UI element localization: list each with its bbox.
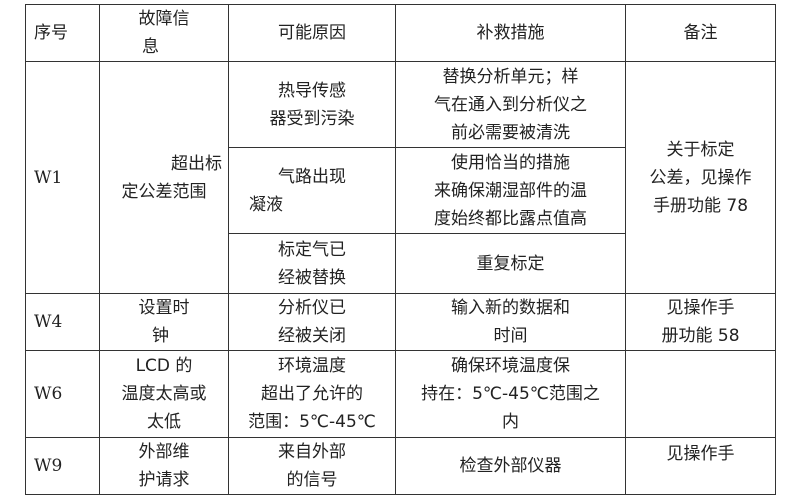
cell-text: 钟: [152, 326, 169, 346]
cell-remedy: 确保环境温度保持在：5℃-45℃范围之内: [395, 350, 626, 438]
cell-text: 范围：5℃-45℃: [248, 412, 376, 432]
cell-text: 确保环境温度保: [451, 356, 570, 376]
cell-note: 关于标定公差，见操作 手册功能 78: [625, 61, 776, 294]
cell-text: 重复标定: [476, 253, 545, 274]
header-remedy: 补救措施: [395, 4, 626, 62]
header-id: 序号: [25, 4, 100, 62]
table-subrow: 标定气已经被替换 重复标定: [26, 233, 776, 294]
cell-text: 气在通入到分析仪之: [434, 94, 587, 115]
cell-text: 见操作手: [666, 444, 735, 464]
cell-id: W6: [25, 350, 100, 438]
header-cause: 可能原因: [228, 4, 396, 62]
cell-text: 外部维: [138, 442, 190, 462]
fault-table: 序号 故障信息 可能原因 补救措施 备注 W1 超出标定公差范围 热导传感器受到…: [25, 4, 776, 495]
cell-cause: 分析仪已 经被关闭: [228, 293, 396, 351]
cell-cause: 来自外部 的信号: [228, 437, 396, 495]
header-text: 可能原因: [278, 23, 346, 43]
cell-note: [625, 350, 776, 438]
cell-text: 温度太高或: [121, 384, 207, 404]
header-note: 备注: [625, 4, 776, 62]
cell-text: 分析仪已: [278, 298, 346, 318]
cell-cause: 热导传感 器受到污染: [228, 61, 396, 148]
cell-text: W1: [34, 167, 63, 188]
cell-text: 环境温度: [278, 356, 346, 376]
header-text: 息: [142, 37, 159, 57]
cell-text: 内: [502, 412, 519, 432]
cell-text: 关于标定: [666, 139, 735, 160]
cell-remedy: 检查外部仪器: [395, 437, 626, 495]
header-text: 序号: [34, 23, 68, 43]
cell-text: 热导传感: [278, 80, 346, 101]
cell-text: 来自外部: [278, 442, 346, 462]
cell-remedy: 替换分析单元；样 气在通入到分析仪之 前必需要被清洗: [395, 61, 626, 148]
cell-text: 手册功能 78: [652, 195, 749, 216]
header-text: 故障信: [138, 9, 190, 29]
cell-text: 经被替换: [278, 267, 346, 288]
cell-text: 持在：5℃-45℃范围之: [421, 384, 600, 404]
cell-remedy: 重复标定: [395, 233, 626, 294]
cell-text: 定公差范围: [121, 181, 207, 202]
header-fault: 故障信息: [99, 4, 229, 62]
cell-id: W4: [25, 293, 100, 351]
table-row-w4: W4 设置时钟 分析仪已经被关闭 输入新的数据和 时间 见操作手册功能 58: [25, 293, 776, 351]
cell-text: 见操作手: [666, 298, 735, 318]
cell-text: 超出标: [171, 153, 222, 174]
cell-text: LCD 的: [135, 356, 193, 376]
table-subrow: 气路出现凝液 使用恰当的措施 来确保潮湿部件的温 度始终都比露点值高: [26, 147, 776, 234]
cell-text: 设置时: [138, 298, 190, 318]
table-row-w9: W9 外部维护请求 来自外部的信号 检查外部仪器 见操作手: [25, 437, 776, 495]
cell-text: 时间: [493, 326, 528, 346]
cell-text: 检查外部仪器: [459, 456, 562, 476]
cell-fault: 外部维 护请求: [99, 437, 229, 495]
cell-text: 器受到污染: [269, 108, 355, 129]
cell-text: 来确保潮湿部件的温: [434, 180, 587, 201]
cell-text: 度始终都比露点值高: [434, 208, 587, 229]
cell-cause: 气路出现凝液: [228, 147, 396, 234]
cell-text: 经被关闭: [278, 326, 346, 346]
cell-text: 的信号: [286, 470, 338, 490]
header-text: 补救措施: [476, 23, 545, 43]
cell-text: 护请求: [138, 470, 190, 490]
cell-fault: LCD 的温度太高或太低: [99, 350, 229, 438]
cell-text: 太低: [147, 412, 181, 432]
cell-text: 替换分析单元；样: [442, 66, 579, 87]
cell-text: 输入新的数据和: [451, 298, 570, 318]
cell-text: 册功能 58: [661, 326, 740, 346]
cell-text: 使用恰当的措施: [451, 152, 570, 173]
cell-text: 气路出现: [278, 166, 346, 187]
cell-note: 见操作手册功能 58: [625, 293, 776, 351]
cell-remedy: 使用恰当的措施 来确保潮湿部件的温 度始终都比露点值高: [395, 147, 626, 234]
header-text: 备注: [683, 23, 718, 43]
cell-text: W6: [34, 384, 63, 404]
table-row-w1: W1 超出标定公差范围 热导传感器受到污染 替换分析单元；样 气在通入到分析仪之前…: [25, 61, 776, 294]
header-row: 序号 故障信息 可能原因 补救措施 备注: [25, 4, 776, 62]
cell-id: W9: [25, 437, 100, 495]
cell-text: 超出了允许的: [261, 384, 363, 404]
cell-fault: 超出标定公差范围: [99, 61, 229, 294]
table-row-w6: W6 LCD 的温度太高或太低 环境温度超出了允许的 范围：5℃-45℃ 确保环境…: [25, 350, 776, 438]
cell-text: 公差，见操作: [649, 167, 752, 188]
cell-text: 前必需要被清洗: [451, 122, 570, 143]
cell-text: W4: [34, 312, 63, 332]
cell-note: 见操作手: [625, 437, 776, 495]
cell-text: W9: [34, 456, 63, 476]
cell-text: 标定气已: [278, 239, 346, 260]
cell-id: W1: [25, 61, 100, 294]
cell-fault: 设置时钟: [99, 293, 229, 351]
cell-text: 凝液: [249, 194, 283, 215]
cell-cause: 标定气已 经被替换: [228, 233, 396, 294]
cell-remedy: 输入新的数据和 时间: [395, 293, 626, 351]
cell-cause: 环境温度超出了允许的 范围：5℃-45℃: [228, 350, 396, 438]
